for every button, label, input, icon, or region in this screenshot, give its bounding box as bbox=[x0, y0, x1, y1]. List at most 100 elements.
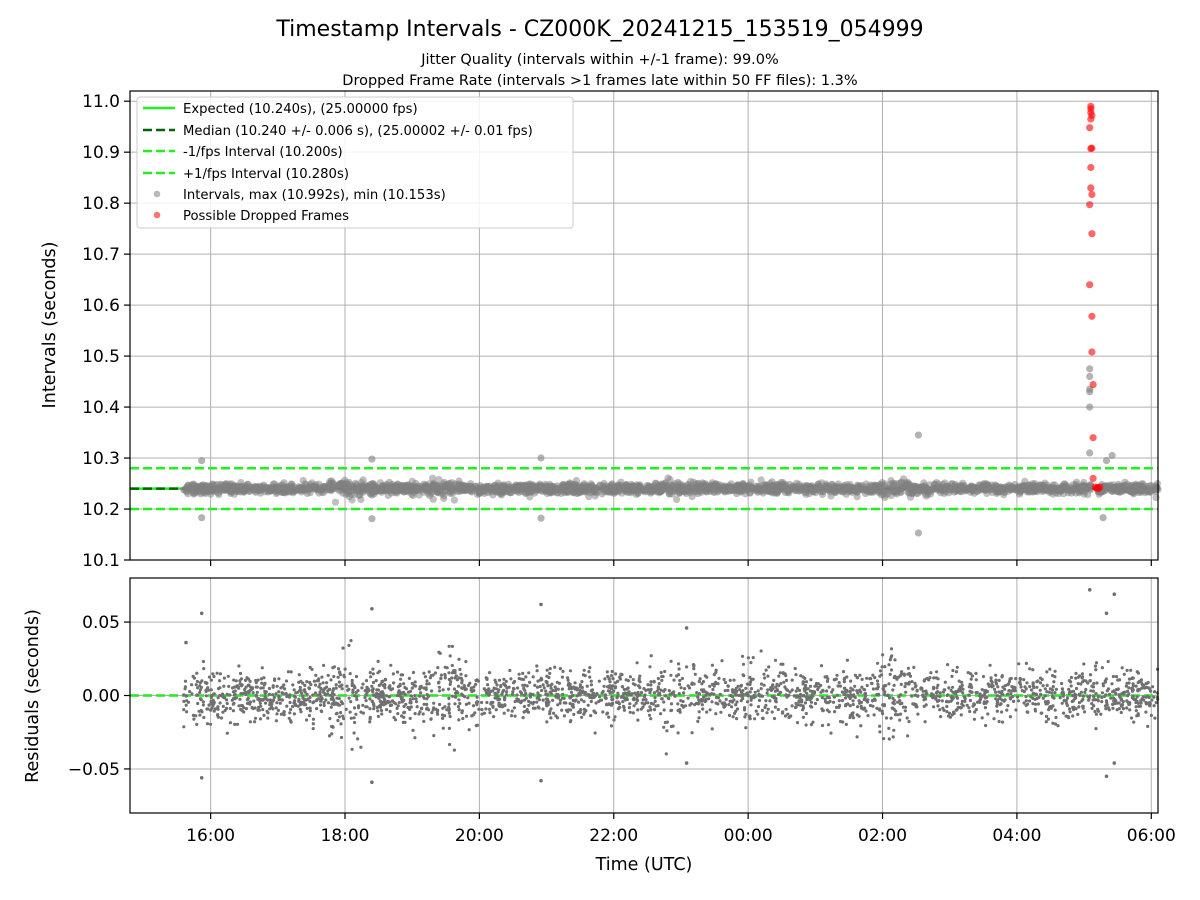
residual-point bbox=[450, 694, 455, 698]
residual-point bbox=[1096, 694, 1101, 699]
residual-point bbox=[959, 713, 963, 717]
residual-point bbox=[898, 718, 902, 722]
interval-point bbox=[450, 496, 458, 504]
residual-point bbox=[425, 679, 429, 683]
residual-point bbox=[970, 674, 975, 678]
residual-point bbox=[452, 687, 456, 691]
residual-point bbox=[797, 688, 802, 693]
residual-point bbox=[935, 694, 939, 698]
residual-point bbox=[266, 698, 270, 702]
interval-point bbox=[614, 482, 622, 491]
residual-point bbox=[723, 680, 728, 685]
residual-point bbox=[586, 703, 590, 707]
residual-point bbox=[1041, 696, 1045, 700]
residual-point bbox=[773, 658, 778, 662]
intervals-y-tick-label: 10.7 bbox=[82, 245, 120, 265]
residual-point bbox=[1041, 684, 1045, 688]
residual-point bbox=[765, 711, 769, 715]
residual-point bbox=[888, 672, 892, 677]
residual-point bbox=[424, 686, 428, 690]
residual-point bbox=[1094, 668, 1098, 672]
residual-point bbox=[831, 688, 835, 692]
residual-point bbox=[715, 695, 719, 700]
residual-point bbox=[275, 684, 279, 688]
residual-point bbox=[396, 704, 400, 708]
residual-point bbox=[848, 704, 852, 708]
interval-point bbox=[991, 481, 999, 489]
residual-point bbox=[616, 707, 621, 711]
residual-point bbox=[1018, 677, 1023, 681]
residual-point bbox=[955, 665, 959, 669]
residual-point bbox=[924, 703, 928, 707]
interval-point bbox=[967, 488, 975, 496]
interval-point bbox=[301, 485, 309, 493]
dropped-frame-point bbox=[1087, 184, 1095, 192]
residual-point bbox=[257, 705, 261, 710]
residual-point bbox=[966, 671, 970, 675]
residual-point bbox=[303, 683, 307, 688]
residual-point bbox=[579, 698, 584, 702]
residual-point bbox=[453, 702, 457, 706]
residual-point bbox=[764, 668, 768, 672]
residual-point bbox=[649, 688, 653, 692]
residual-point bbox=[1130, 689, 1135, 693]
residual-point bbox=[1111, 690, 1115, 694]
residual-point bbox=[678, 678, 682, 683]
residual-point bbox=[724, 697, 728, 702]
residual-point bbox=[441, 726, 445, 730]
residual-point bbox=[764, 703, 768, 707]
residual-point bbox=[592, 709, 596, 713]
residual-point bbox=[907, 719, 911, 724]
residual-point bbox=[1128, 702, 1132, 706]
residual-point bbox=[611, 677, 615, 681]
residual-point bbox=[1031, 681, 1035, 685]
residual-point bbox=[790, 678, 794, 682]
residual-point bbox=[457, 698, 461, 702]
residual-point bbox=[858, 673, 862, 677]
intervals-y-tick-label: 10.1 bbox=[82, 551, 120, 571]
residual-point bbox=[289, 719, 293, 723]
residual-point bbox=[200, 710, 204, 714]
residual-point bbox=[748, 682, 752, 687]
residual-point bbox=[338, 670, 342, 674]
residual-point bbox=[1114, 692, 1118, 696]
residual-point bbox=[1024, 699, 1028, 703]
residual-point bbox=[913, 693, 918, 697]
residual-point bbox=[313, 691, 318, 695]
residual-point bbox=[943, 680, 947, 684]
residual-point bbox=[504, 679, 508, 684]
residual-point bbox=[980, 688, 984, 692]
residual-point bbox=[399, 691, 403, 695]
residual-point bbox=[258, 717, 263, 721]
residual-point bbox=[835, 693, 839, 697]
residual-point bbox=[297, 673, 301, 677]
residual-point bbox=[1009, 692, 1013, 696]
residual-point bbox=[471, 704, 476, 708]
residual-point bbox=[1060, 681, 1064, 686]
residual-point bbox=[484, 676, 488, 680]
residual-point bbox=[391, 672, 395, 676]
residual-point bbox=[422, 719, 426, 724]
interval-point bbox=[531, 484, 539, 492]
residual-point bbox=[377, 683, 381, 688]
residual-point bbox=[525, 708, 529, 712]
residual-point bbox=[831, 700, 836, 704]
residual-point bbox=[1100, 695, 1104, 700]
residual-point bbox=[184, 694, 188, 698]
residual-point bbox=[719, 710, 723, 714]
intervals-y-tick-label: 10.9 bbox=[82, 143, 120, 163]
residual-point bbox=[740, 692, 744, 697]
residual-point bbox=[739, 683, 744, 688]
residual-point bbox=[883, 690, 887, 694]
residual-point bbox=[736, 684, 740, 688]
residual-point bbox=[1071, 705, 1075, 710]
residual-point bbox=[1144, 682, 1148, 686]
residual-point bbox=[252, 699, 256, 703]
residual-point bbox=[286, 670, 290, 674]
residual-point bbox=[434, 707, 438, 711]
residual-point bbox=[1031, 668, 1035, 672]
residual-point bbox=[237, 664, 241, 668]
residual-point bbox=[339, 711, 343, 715]
residual-point bbox=[318, 690, 322, 694]
residual-point bbox=[669, 702, 674, 706]
